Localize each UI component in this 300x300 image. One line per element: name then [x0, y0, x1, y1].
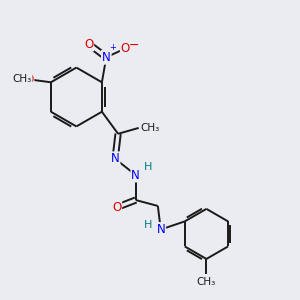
Text: CH₃: CH₃ [140, 123, 159, 133]
Text: −: − [128, 39, 139, 52]
Text: N: N [131, 169, 140, 182]
Text: O: O [121, 42, 130, 55]
Text: H: H [144, 162, 152, 172]
Text: O: O [112, 201, 121, 214]
Text: H: H [144, 220, 153, 230]
Text: O: O [84, 38, 93, 50]
Text: N: N [111, 152, 119, 165]
Text: O: O [24, 73, 33, 86]
Text: +: + [109, 43, 116, 52]
Text: CH₃: CH₃ [13, 74, 32, 84]
Text: N: N [156, 223, 165, 236]
Text: CH₃: CH₃ [197, 277, 216, 287]
Text: N: N [102, 51, 111, 64]
